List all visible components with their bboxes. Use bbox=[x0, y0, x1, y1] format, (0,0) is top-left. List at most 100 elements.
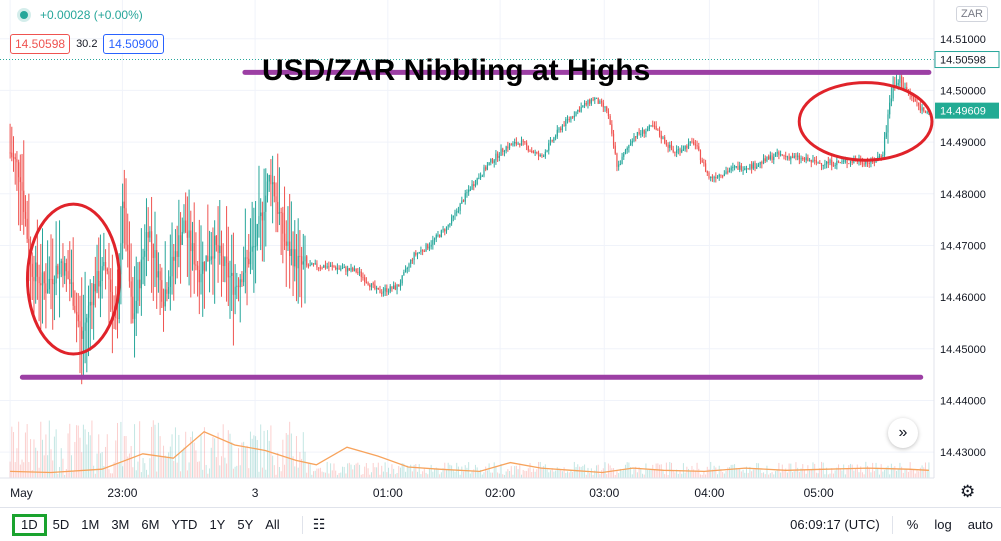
auto-scale-toggle[interactable]: auto bbox=[967, 517, 993, 532]
volume-bar bbox=[350, 464, 352, 478]
utc-clock[interactable]: 06:09:17 (UTC) bbox=[790, 517, 880, 532]
candle-body bbox=[722, 175, 724, 177]
candle-body bbox=[519, 143, 521, 146]
candle-body bbox=[406, 268, 408, 270]
volume-bar bbox=[425, 472, 427, 478]
volume-bar bbox=[376, 467, 378, 478]
volume-bar bbox=[311, 474, 313, 478]
timeframe-all[interactable]: All bbox=[265, 516, 280, 532]
candle-body bbox=[681, 149, 683, 153]
volume-bar bbox=[38, 467, 40, 478]
candle-body bbox=[735, 166, 737, 168]
candle-body bbox=[408, 263, 410, 269]
candle-body bbox=[629, 143, 632, 146]
candle-body bbox=[546, 150, 548, 152]
candle-body bbox=[411, 259, 413, 261]
volume-bar bbox=[125, 436, 127, 478]
volume-bar bbox=[451, 465, 453, 478]
sell-button[interactable]: 14.50598 bbox=[10, 34, 71, 54]
volume-bar bbox=[636, 472, 638, 478]
volume-bar bbox=[807, 465, 809, 478]
timeframe-1d[interactable]: 1D bbox=[12, 513, 47, 536]
toolbar-divider bbox=[301, 515, 303, 534]
candle-body bbox=[901, 76, 903, 88]
volume-bar bbox=[546, 469, 548, 478]
candle-body bbox=[50, 278, 52, 280]
candle-body bbox=[805, 157, 807, 161]
volume-bar bbox=[35, 447, 37, 478]
candle-body bbox=[667, 144, 669, 148]
candle-body bbox=[393, 285, 395, 289]
candle-body bbox=[502, 148, 504, 152]
timeframe-6m[interactable]: 6M bbox=[141, 516, 160, 532]
candle-body bbox=[224, 256, 226, 267]
candle-body bbox=[65, 263, 67, 272]
calendar-range-icon[interactable]: ☷ bbox=[312, 516, 326, 532]
candle-body bbox=[817, 162, 819, 164]
candle-body bbox=[45, 283, 47, 294]
candle-body bbox=[807, 157, 809, 161]
candle-body bbox=[481, 175, 483, 177]
timeframe-1m[interactable]: 1M bbox=[81, 516, 100, 532]
volume-bar bbox=[255, 436, 257, 478]
volume-bar bbox=[142, 458, 144, 478]
volume-bar bbox=[565, 472, 567, 478]
volume-bar bbox=[365, 463, 367, 478]
candle-body bbox=[365, 281, 367, 283]
volume-bar bbox=[294, 466, 296, 478]
volume-bar bbox=[485, 466, 487, 478]
candle-body bbox=[822, 164, 824, 166]
candle-body bbox=[895, 84, 898, 86]
buy-button[interactable]: 14.50900 bbox=[103, 34, 164, 54]
timeframe-5d[interactable]: 5D bbox=[52, 516, 70, 532]
volume-bar bbox=[157, 422, 159, 478]
candle-body bbox=[456, 211, 458, 213]
candle-body bbox=[166, 289, 168, 294]
candle-body bbox=[79, 321, 81, 327]
timeframe-ytd[interactable]: YTD bbox=[171, 516, 198, 532]
candle-body bbox=[36, 262, 38, 277]
candle-body bbox=[183, 220, 185, 233]
candle-body bbox=[812, 159, 814, 163]
axis-settings-icon[interactable]: ⚙ bbox=[960, 482, 976, 501]
candle-body bbox=[497, 153, 499, 158]
timeframe-3m[interactable]: 3M bbox=[111, 516, 130, 532]
candle-body bbox=[616, 153, 618, 167]
candle-body bbox=[539, 155, 541, 157]
volume-bar bbox=[785, 468, 787, 478]
volume-bar bbox=[855, 468, 857, 478]
volume-bar bbox=[514, 466, 516, 478]
candle-body bbox=[851, 161, 853, 163]
volume-bar bbox=[384, 462, 386, 478]
candle-body bbox=[103, 261, 105, 267]
volume-bar bbox=[405, 471, 407, 478]
candle-body bbox=[723, 173, 725, 176]
volume-bar bbox=[333, 463, 335, 478]
volume-bar bbox=[398, 466, 400, 478]
volume-bar bbox=[437, 468, 439, 478]
candle-body bbox=[827, 161, 829, 164]
candle-body bbox=[203, 261, 206, 271]
volume-bar bbox=[558, 468, 560, 478]
timeframe-1y[interactable]: 1Y bbox=[209, 516, 226, 532]
timeframe-5y[interactable]: 5Y bbox=[237, 516, 254, 532]
scroll-to-realtime-button[interactable]: » bbox=[888, 418, 918, 448]
volume-bar bbox=[226, 463, 228, 478]
volume-bar bbox=[877, 467, 879, 478]
candle-body bbox=[461, 200, 463, 204]
candle-body bbox=[225, 256, 228, 263]
candle-body bbox=[664, 137, 666, 144]
volume-bar bbox=[664, 474, 666, 478]
candle-body bbox=[98, 271, 100, 287]
candle-body bbox=[139, 279, 141, 289]
volume-bar bbox=[638, 467, 640, 478]
volume-bar bbox=[894, 466, 896, 478]
volume-bar bbox=[127, 456, 129, 478]
log-scale-toggle[interactable]: log bbox=[934, 517, 952, 532]
volume-bar bbox=[159, 436, 161, 478]
candle-body bbox=[198, 269, 200, 283]
percent-scale-toggle[interactable]: % bbox=[906, 517, 919, 532]
candle-body bbox=[174, 251, 177, 261]
volume-bar bbox=[137, 461, 139, 478]
